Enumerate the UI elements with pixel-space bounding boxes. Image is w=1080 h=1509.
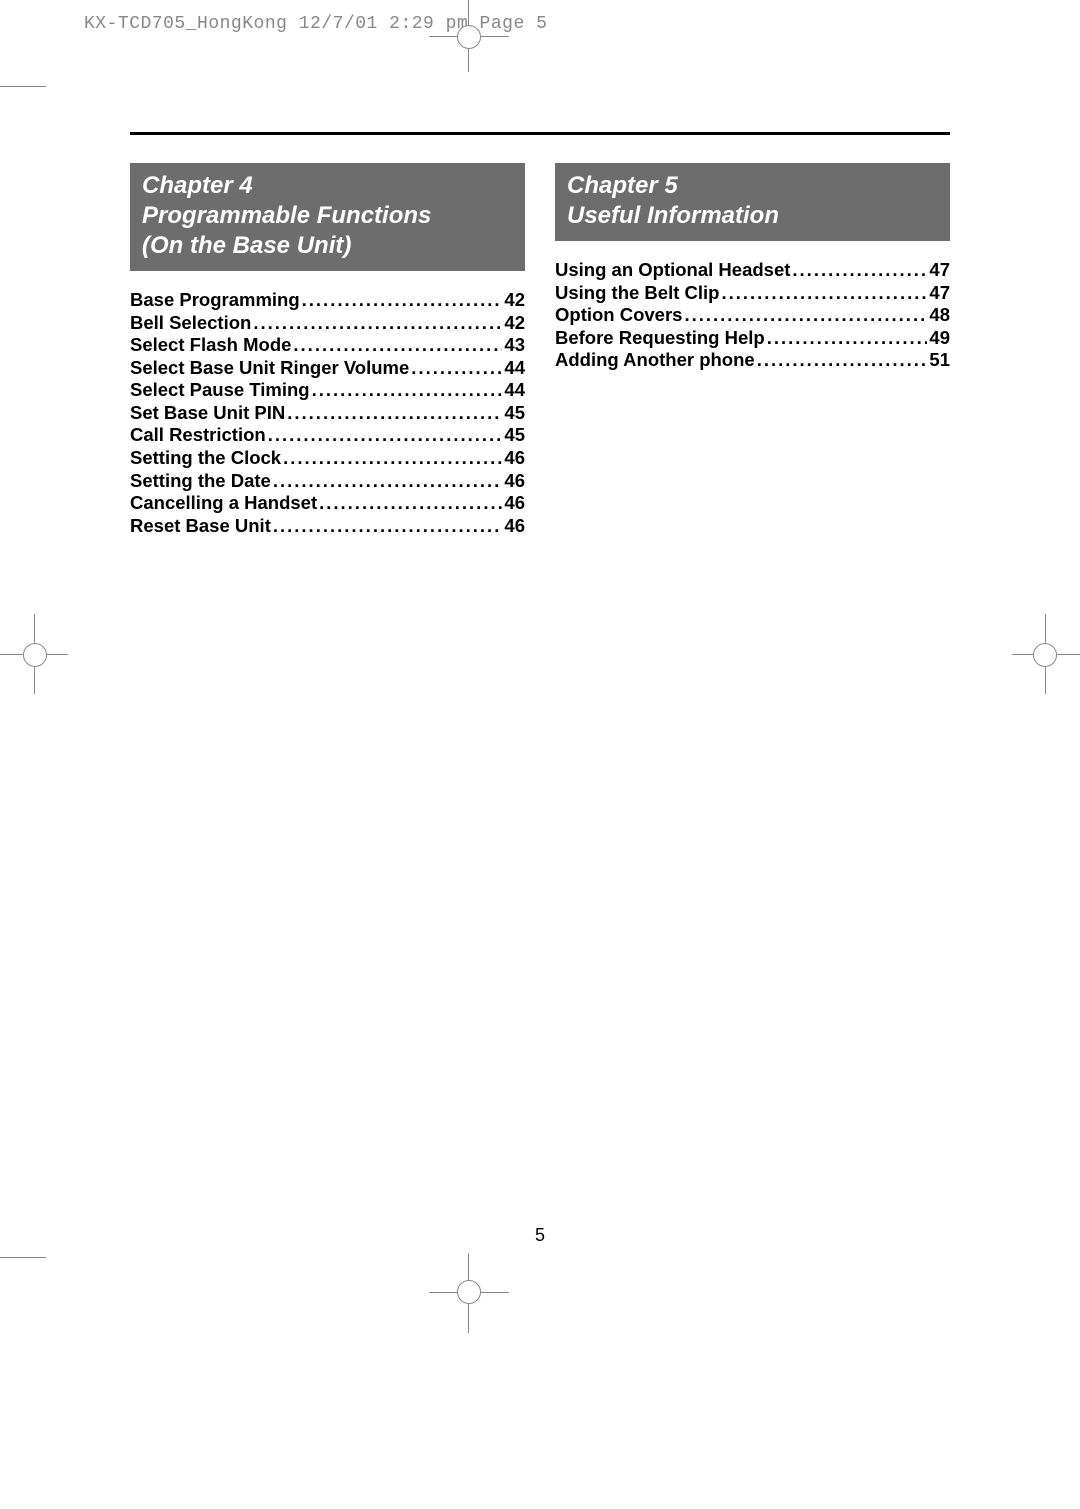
toc-label: Using an Optional Headset (555, 259, 790, 282)
toc-label: Before Requesting Help (555, 327, 765, 350)
column-left: Chapter 4 Programmable Functions (On the… (130, 163, 525, 537)
toc-page: 47 (929, 259, 950, 282)
toc-label: Set Base Unit PIN (130, 402, 285, 425)
toc-page: 46 (504, 515, 525, 538)
toc-label: Select Flash Mode (130, 334, 291, 357)
toc-row: Option Covers 48 (555, 304, 950, 327)
toc-page: 51 (929, 349, 950, 372)
toc-leader-dots (273, 515, 503, 538)
toc-row: Before Requesting Help 49 (555, 327, 950, 350)
toc-leader-dots (721, 282, 927, 305)
toc-label: Reset Base Unit (130, 515, 271, 538)
toc-leader-dots (293, 334, 502, 357)
toc-list-chapter-4: Base Programming 42Bell Selection42Selec… (130, 289, 525, 537)
toc-page: 45 (504, 402, 525, 425)
toc-row: Select Pause Timing 44 (130, 379, 525, 402)
toc-row: Base Programming 42 (130, 289, 525, 312)
toc-leader-dots (302, 289, 503, 312)
toc-label: Select Base Unit Ringer Volume (130, 357, 409, 380)
toc-row: Using the Belt Clip 47 (555, 282, 950, 305)
toc-page: 43 (504, 334, 525, 357)
page-number: 5 (130, 1225, 950, 1246)
toc-page: 46 (504, 470, 525, 493)
toc-leader-dots (287, 402, 502, 425)
toc-leader-dots (312, 379, 503, 402)
toc-page: 42 (504, 289, 525, 312)
toc-row: Using an Optional Headset 47 (555, 259, 950, 282)
toc-leader-dots (273, 470, 503, 493)
toc-label: Using the Belt Clip (555, 282, 719, 305)
crop-mark-top-left (0, 86, 46, 87)
crop-mark-mid-left-circle (23, 643, 47, 667)
column-right: Chapter 5 Useful Information Using an Op… (555, 163, 950, 537)
toc-row: Reset Base Unit 46 (130, 515, 525, 538)
toc-page: 42 (504, 312, 525, 335)
toc-row: Call Restriction 45 (130, 424, 525, 447)
toc-row: Bell Selection 42 (130, 312, 525, 335)
toc-page: 49 (929, 327, 950, 350)
toc-page: 45 (504, 424, 525, 447)
crop-mark-mid-right-circle (1033, 643, 1057, 667)
toc-leader-dots (792, 259, 927, 282)
toc-row: Select Flash Mode 43 (130, 334, 525, 357)
toc-page: 48 (929, 304, 950, 327)
toc-row: Select Base Unit Ringer Volume 44 (130, 357, 525, 380)
toc-label: Cancelling a Handset (130, 492, 317, 515)
toc-row: Setting the Date 46 (130, 470, 525, 493)
toc-leader-dots (319, 492, 502, 515)
toc-page: 46 (504, 447, 525, 470)
crop-mark-bottom-left (0, 1257, 46, 1258)
toc-page: 46 (504, 492, 525, 515)
chapter-heading-4: Chapter 4 Programmable Functions (On the… (130, 163, 525, 271)
chapter-heading-5: Chapter 5 Useful Information (555, 163, 950, 241)
toc-label: Call Restriction (130, 424, 266, 447)
toc-label: Adding Another phone (555, 349, 755, 372)
toc-row: Adding Another phone 51 (555, 349, 950, 372)
toc-label: Bell Selection (130, 312, 251, 335)
toc-label: Select Pause Timing (130, 379, 310, 402)
toc-label: Base Programming (130, 289, 300, 312)
toc-label: Setting the Clock (130, 447, 281, 470)
toc-list-chapter-5: Using an Optional Headset47Using the Bel… (555, 259, 950, 372)
toc-leader-dots (268, 424, 503, 447)
chapter-title-line: Programmable Functions (142, 201, 513, 231)
chapter-title-line: Chapter 5 (567, 171, 938, 201)
toc-row: Cancelling a Handset 46 (130, 492, 525, 515)
toc-label: Setting the Date (130, 470, 271, 493)
chapter-title-line: Chapter 4 (142, 171, 513, 201)
toc-row: Set Base Unit PIN 45 (130, 402, 525, 425)
crop-mark-bottom-circle (457, 1280, 481, 1304)
toc-leader-dots (757, 349, 928, 372)
toc-leader-dots (767, 327, 928, 350)
content-area: Chapter 4 Programmable Functions (On the… (130, 132, 950, 1258)
toc-row: Setting the Clock 46 (130, 447, 525, 470)
toc-leader-dots (411, 357, 502, 380)
toc-page: 47 (929, 282, 950, 305)
toc-leader-dots (684, 304, 927, 327)
chapter-title-line: Useful Information (567, 201, 938, 231)
page-frame: Chapter 4 Programmable Functions (On the… (84, 86, 996, 1258)
toc-leader-dots (253, 312, 502, 335)
toc-page: 44 (504, 379, 525, 402)
chapter-title-line: (On the Base Unit) (142, 231, 513, 261)
toc-label: Option Covers (555, 304, 682, 327)
column-container: Chapter 4 Programmable Functions (On the… (130, 135, 950, 537)
toc-leader-dots (283, 447, 502, 470)
toc-page: 44 (504, 357, 525, 380)
